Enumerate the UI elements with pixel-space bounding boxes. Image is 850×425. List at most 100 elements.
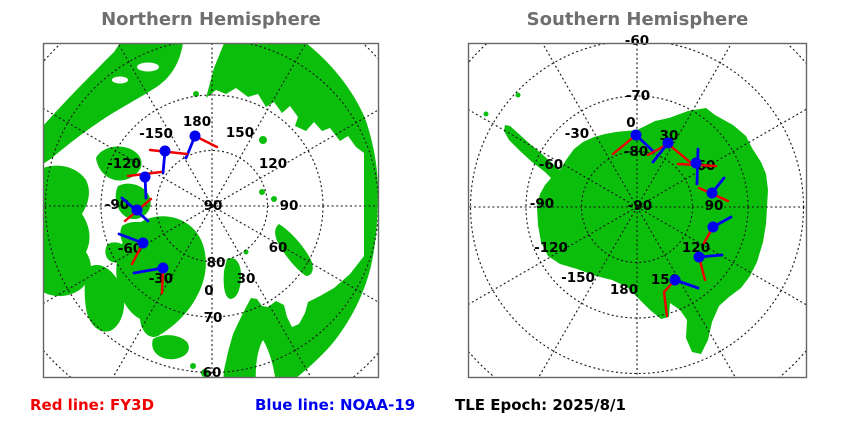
meridian-line — [112, 205, 213, 378]
south-graticule — [468, 43, 807, 378]
satellite-position-dot — [707, 221, 719, 233]
longitude-label: -30 — [149, 271, 173, 287]
longitude-label: -150 — [561, 270, 595, 286]
longitude-label: -120 — [534, 240, 568, 256]
satellite-position-dot — [157, 262, 169, 274]
satellite-position-dot — [662, 137, 674, 149]
satellite-position-dot — [693, 251, 705, 263]
meridian-line — [537, 206, 638, 378]
land-uk-2 — [201, 369, 209, 377]
meridian-line — [117, 43, 213, 207]
latitude-label: 70 — [204, 310, 223, 326]
legend-noaa19: Blue line: NOAA-19 — [255, 396, 416, 414]
satellite-marker — [676, 147, 718, 186]
south-hemisphere-map: 0306090120150180-150-120-90-60-30-60-70-… — [467, 33, 808, 379]
latitude-label: 90 — [204, 198, 223, 214]
meridian-line — [636, 206, 737, 378]
latitude-label: -70 — [626, 88, 650, 104]
longitude-label: -90 — [105, 197, 129, 213]
land-south-shetland — [515, 92, 521, 98]
longitude-label: 0 — [204, 283, 213, 299]
land-baffin-island — [84, 264, 125, 332]
satellite-position-dot — [706, 187, 718, 199]
longitude-label: 180 — [183, 114, 211, 130]
longitude-label: 120 — [682, 240, 710, 256]
satellite-marker — [120, 196, 153, 223]
longitude-label: 60 — [269, 240, 288, 256]
meridian-line — [211, 108, 379, 207]
land-small-island — [58, 248, 77, 267]
north-satellite-markers — [117, 130, 219, 295]
longitude-label: -60 — [539, 157, 563, 173]
meridian-line — [211, 205, 379, 304]
meridian-line — [211, 43, 307, 207]
land-franz-josef-1 — [259, 189, 265, 195]
latitude-label: -60 — [625, 33, 649, 49]
south-map-title: Southern Hemisphere — [526, 9, 749, 30]
satellite-position-dot — [630, 129, 642, 141]
south-satellite-markers — [611, 129, 733, 318]
land-svalbard — [223, 257, 241, 299]
meridian-line — [636, 108, 807, 208]
longitude-label: 150 — [226, 125, 254, 141]
longitude-label: -90 — [530, 196, 554, 212]
longitude-label: 120 — [259, 156, 287, 172]
land-eurasia — [206, 43, 378, 378]
satellite-marker — [148, 145, 189, 175]
satellite-position-dot — [139, 171, 151, 183]
satellite-position-dot — [690, 157, 702, 169]
land-victoria-island — [96, 146, 142, 181]
meridian-line — [211, 205, 312, 378]
tle-epoch-label: TLE Epoch: 2025/8/1 — [455, 396, 626, 414]
satellite-marker — [117, 232, 149, 266]
land-alaska — [43, 43, 183, 164]
satellite-position-dot — [189, 130, 201, 142]
longitude-label: -30 — [565, 126, 589, 142]
longitude-label: -150 — [139, 126, 173, 142]
satellite-position-dot — [131, 204, 143, 216]
meridian-line — [468, 206, 638, 306]
longitude-label: 30 — [237, 271, 256, 287]
land-iceland — [152, 335, 189, 360]
legend-fy3d: Red line: FY3D — [30, 396, 155, 414]
longitude-label: 90 — [280, 198, 299, 214]
longitude-label: 0 — [626, 115, 635, 131]
longitude-label: 180 — [610, 282, 638, 298]
land-greenland — [116, 216, 206, 337]
latitude-label: -80 — [624, 144, 648, 160]
south-map-frame — [467, 42, 808, 379]
satellite-marker — [646, 137, 692, 164]
longitude-label: -60 — [118, 241, 142, 257]
meridian-line — [636, 206, 807, 306]
satellite-marker — [697, 176, 730, 203]
norton-sound — [137, 62, 159, 72]
baltic-sea — [255, 340, 276, 378]
kotzebue-sound — [112, 76, 128, 84]
latitude-label: 60 — [203, 365, 222, 381]
satellite-marker — [693, 251, 724, 282]
north-labels: 180 150 120 90 60 30 0 -30 -60 -90 -120 -150 90 80 70 6… — [105, 114, 299, 381]
land-south-islet — [483, 111, 489, 117]
meridian-line — [468, 108, 638, 208]
north-hemisphere-map: 180 150 120 90 60 30 0 -30 -60 -90 -120 -150 90 80 70 6… — [42, 42, 380, 381]
north-map-title: Northern Hemisphere — [101, 9, 321, 30]
longitude-label: -120 — [107, 156, 141, 172]
meridian-line — [43, 107, 213, 207]
satellite-marker — [662, 274, 700, 318]
land-franz-josef-2 — [271, 196, 277, 202]
latitude-label: 80 — [207, 255, 226, 271]
satellite-position-dot — [669, 274, 681, 286]
meridian-line — [43, 205, 213, 305]
satellite-marker — [611, 129, 656, 156]
meridian-line — [541, 43, 638, 208]
land-new-siberian-island — [259, 136, 267, 144]
satellite-position-dot — [137, 237, 149, 249]
south-landmasses — [483, 92, 768, 354]
latitude-label: -90 — [628, 198, 652, 214]
satellite-marker — [126, 170, 163, 200]
satellite-marker — [702, 215, 733, 245]
longitude-label: 90 — [705, 198, 724, 214]
land-novaya-zemlya — [275, 224, 313, 276]
